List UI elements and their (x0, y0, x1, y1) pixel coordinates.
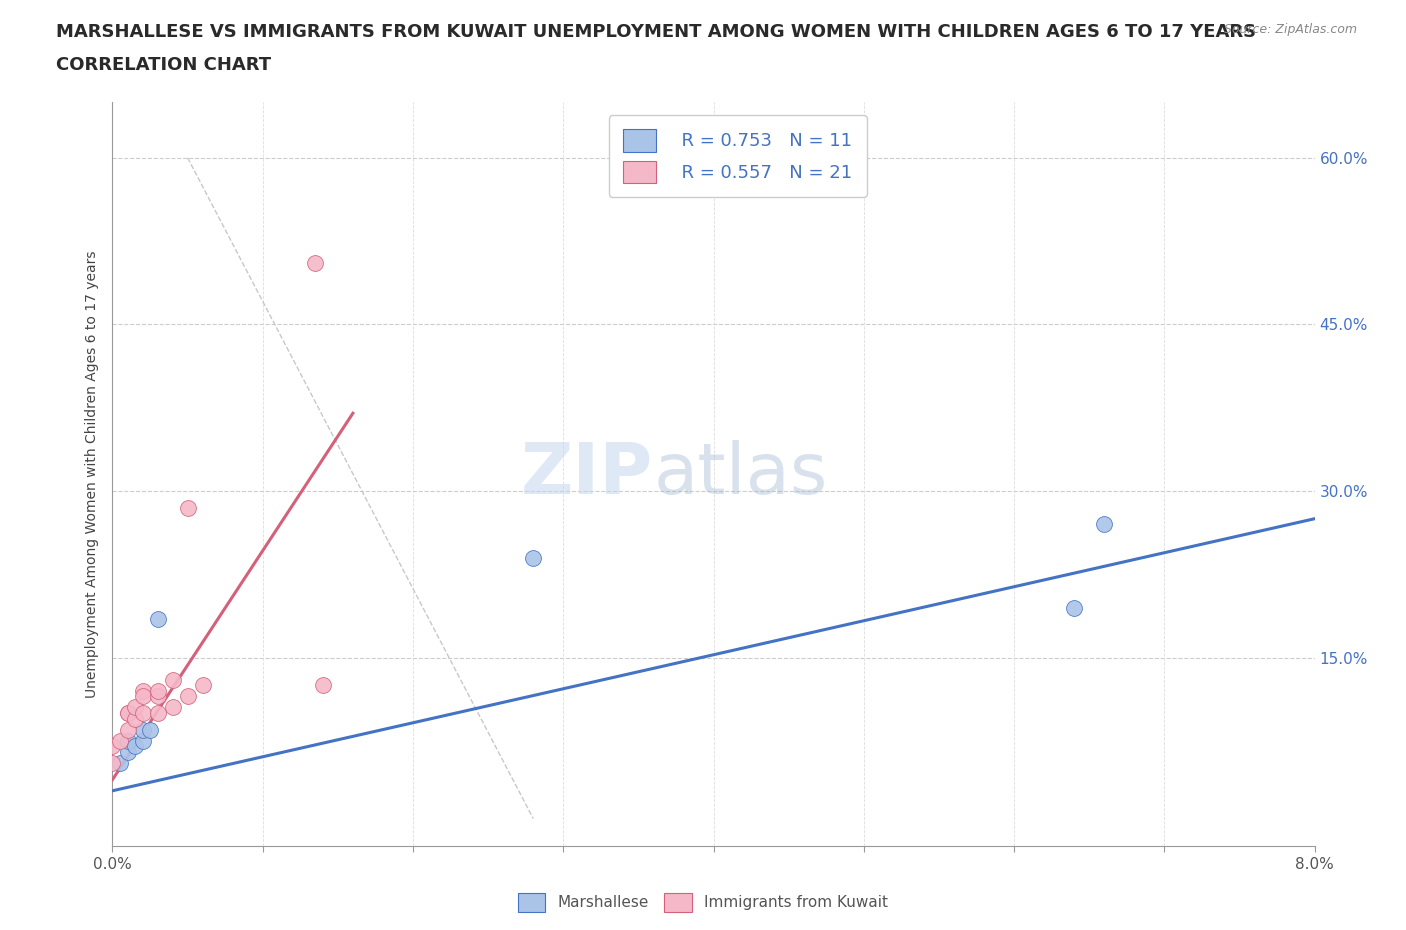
Point (304, 256, 326, 271)
Point (108, 734, 131, 749)
Point (191, 678, 214, 693)
Point (108, 755, 131, 770)
Point (131, 734, 153, 749)
Point (101, 739, 124, 754)
Point (162, 700, 184, 715)
Text: MARSHALLESE VS IMMIGRANTS FROM KUWAIT UNEMPLOYMENT AMONG WOMEN WITH CHILDREN AGE: MARSHALLESE VS IMMIGRANTS FROM KUWAIT UN… (56, 23, 1257, 41)
Text: atlas: atlas (654, 440, 828, 509)
Point (124, 700, 146, 715)
Text: ZIP: ZIP (522, 440, 654, 509)
Point (131, 689, 153, 704)
Point (312, 678, 335, 693)
Text: CORRELATION CHART: CORRELATION CHART (56, 56, 271, 73)
Point (176, 500, 198, 515)
Point (146, 706, 169, 721)
Point (1092, 517, 1115, 532)
Point (131, 723, 153, 737)
Point (146, 684, 169, 698)
Point (146, 611, 169, 626)
Point (117, 734, 139, 749)
Point (131, 684, 153, 698)
Point (117, 706, 139, 721)
Point (124, 739, 146, 754)
Point (162, 672, 184, 687)
Point (101, 755, 124, 770)
Point (522, 551, 544, 565)
Point (124, 711, 146, 726)
Point (117, 706, 139, 721)
Y-axis label: Unemployment Among Women with Children Ages 6 to 17 years: Unemployment Among Women with Children A… (86, 250, 100, 698)
Legend:   R = 0.753   N = 11,   R = 0.557   N = 21: R = 0.753 N = 11, R = 0.557 N = 21 (609, 115, 866, 197)
Point (146, 689, 169, 704)
Point (117, 745, 139, 760)
Text: Source: ZipAtlas.com: Source: ZipAtlas.com (1223, 23, 1357, 36)
Point (131, 706, 153, 721)
Legend: Marshallese, Immigrants from Kuwait: Marshallese, Immigrants from Kuwait (512, 887, 894, 918)
Point (1063, 600, 1085, 615)
Point (176, 689, 198, 704)
Point (117, 723, 139, 737)
Point (139, 723, 162, 737)
